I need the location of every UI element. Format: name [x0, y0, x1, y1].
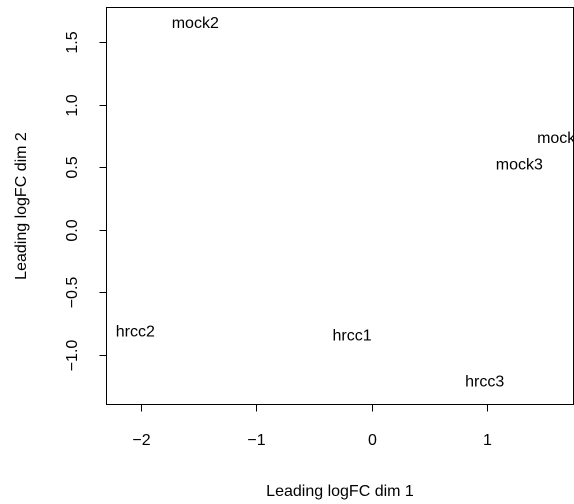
point-label-mock: mock: [537, 130, 574, 147]
x-tick-label: −1: [247, 432, 265, 449]
point-label-hrcc3: hrcc3: [465, 374, 504, 391]
x-ticks: −2 −1 0 1: [132, 404, 492, 449]
y-tick-label: −1.0: [64, 340, 81, 372]
y-axis-title: Leading logFC dim 2: [13, 132, 30, 280]
x-tick-label: 0: [368, 432, 377, 449]
x-axis: −2 −1 0 1 Leading logFC dim 1: [132, 404, 492, 500]
y-tick-label: −0.5: [64, 277, 81, 309]
point-labels: mock2 mock mock3 hrcc2 hrcc1 hrcc3: [116, 15, 574, 390]
plot-area-box: [106, 7, 574, 405]
y-axis: −1.0 −0.5 0.0 0.5 1.0 1.5 Leading logFC dim 2: [13, 31, 107, 371]
y-tick-label: 0.0: [64, 219, 81, 241]
x-tick-label: −2: [132, 432, 150, 449]
point-label-mock3: mock3: [496, 156, 543, 173]
point-label-hrcc2: hrcc2: [116, 324, 155, 341]
y-tick-label: 1.0: [64, 94, 81, 116]
x-tick-label: 1: [483, 432, 492, 449]
y-tick-label: 0.5: [64, 156, 81, 178]
x-axis-title: Leading logFC dim 1: [266, 483, 414, 500]
point-label-mock2: mock2: [172, 15, 219, 32]
point-label-hrcc1: hrcc1: [333, 327, 372, 344]
y-ticks: −1.0 −0.5 0.0 0.5 1.0 1.5: [64, 31, 107, 371]
y-tick-label: 1.5: [64, 31, 81, 53]
